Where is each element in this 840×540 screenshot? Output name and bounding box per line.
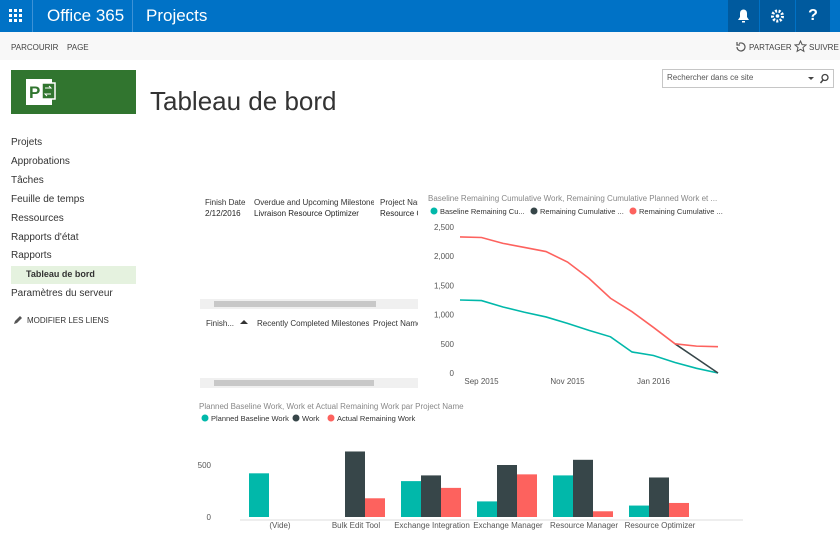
- legend-label: Remaining Cumulative ...: [639, 207, 723, 216]
- edit-links[interactable]: MODIFIER LES LIENS: [27, 316, 109, 325]
- bar: [553, 475, 573, 517]
- nav-selected-bg: [11, 266, 136, 285]
- x-tick-label: Jan 2016: [637, 377, 670, 386]
- x-tick-label: Bulk Edit Tool: [332, 521, 381, 530]
- bar-chart: Planned Baseline Work, Work et Actual Re…: [198, 402, 743, 530]
- follow[interactable]: SUIVRE: [809, 43, 839, 52]
- legend-marker: [327, 414, 335, 422]
- line-chart: Baseline Remaining Cumulative Work, Rema…: [428, 194, 723, 386]
- settings[interactable]: [760, 0, 795, 32]
- nav-item[interactable]: Tâches: [11, 174, 44, 186]
- table-cell: Livraison Resource Optimizer: [254, 209, 359, 218]
- share[interactable]: PARTAGER: [749, 43, 792, 52]
- column-header: Recently Completed Milestones: [257, 319, 369, 328]
- notifications[interactable]: [728, 0, 759, 32]
- line: [674, 343, 719, 374]
- bar: [421, 475, 441, 517]
- column-header: Finish...: [206, 319, 235, 328]
- scrollbar[interactable]: [200, 378, 418, 388]
- ribbon-tab[interactable]: PARCOURIR: [11, 43, 59, 52]
- y-tick-label: 2,000: [434, 252, 455, 261]
- nav-item[interactable]: Feuille de temps: [11, 193, 85, 205]
- x-tick-label: Exchange Integration: [394, 521, 470, 530]
- y-tick-label: 2,500: [434, 223, 455, 232]
- site-name[interactable]: Projects: [146, 6, 208, 25]
- y-tick-label: 0: [450, 369, 455, 378]
- legend-marker: [530, 207, 538, 215]
- share-icon: [736, 42, 746, 52]
- bar: [477, 501, 497, 517]
- ribbon-tab[interactable]: PAGE: [67, 43, 89, 52]
- y-tick-label: 500: [198, 461, 212, 470]
- app-name[interactable]: Office 365: [47, 6, 125, 25]
- legend-label: Baseline Remaining Cu...: [440, 207, 525, 216]
- bar: [669, 502, 689, 517]
- bar: [649, 477, 669, 517]
- legend-label: Work: [302, 414, 320, 423]
- bar: [345, 451, 365, 517]
- nav-item[interactable]: Projets: [11, 137, 43, 148]
- bar: [401, 481, 421, 517]
- column-header: Finish Date: [205, 198, 246, 207]
- bar: [629, 505, 649, 517]
- bar: [593, 511, 613, 517]
- chart-title: Baseline Remaining Cumulative Work, Rema…: [428, 194, 717, 203]
- svg-text:P: P: [29, 83, 40, 102]
- search-icons: [808, 73, 829, 84]
- site-logo[interactable]: P: [11, 70, 136, 114]
- legend-marker: [629, 207, 637, 215]
- nav-item[interactable]: Tableau de bord: [26, 269, 95, 280]
- column-header: Overdue and Upcoming Milestone: [254, 198, 374, 207]
- legend-marker: [292, 414, 300, 422]
- x-tick-label: Exchange Manager: [473, 521, 543, 530]
- legend-label: Remaining Cumulative ...: [540, 207, 624, 216]
- y-tick-label: 0: [207, 513, 212, 522]
- y-tick-label: 500: [441, 340, 455, 349]
- edit-icon: [14, 316, 22, 324]
- y-tick-label: 1,500: [434, 281, 455, 290]
- nav-item[interactable]: Rapports d'état: [11, 231, 79, 243]
- legend-marker: [201, 414, 209, 422]
- legend-label: Planned Baseline Work: [211, 414, 289, 423]
- search-placeholder: Rechercher dans ce site: [667, 73, 754, 82]
- table-cell: 2/12/2016: [205, 209, 241, 218]
- sort-arrow[interactable]: [240, 319, 248, 325]
- chart-title: Planned Baseline Work, Work et Actual Re…: [199, 402, 464, 411]
- column-header: Project Name: [380, 198, 418, 207]
- suite-bar: Office 365 Projects ?: [0, 0, 840, 32]
- line: [459, 299, 719, 374]
- nav-item[interactable]: Approbations: [11, 155, 70, 167]
- column-header: Project Name: [373, 319, 418, 328]
- legend-label: Actual Remaining Work: [337, 414, 415, 423]
- bar: [441, 487, 461, 517]
- line: [459, 236, 719, 348]
- follow-icon: [794, 40, 807, 53]
- nav-item[interactable]: Rapports: [11, 250, 52, 262]
- table-cell: Resource Optimizer: [380, 209, 418, 218]
- legend-marker: [430, 207, 438, 215]
- app-launcher[interactable]: [7, 7, 25, 25]
- x-tick-label: Resource Manager: [550, 521, 618, 530]
- search-box[interactable]: Rechercher dans ce site: [662, 69, 834, 88]
- bar: [249, 473, 269, 517]
- bar: [517, 474, 537, 517]
- x-tick-label: (Vide): [269, 521, 291, 530]
- scrollbar[interactable]: [200, 299, 418, 309]
- x-tick-label: Sep 2015: [464, 377, 499, 386]
- nav-item[interactable]: Paramètres du serveur: [11, 288, 113, 300]
- y-tick-label: 1,000: [434, 311, 455, 320]
- x-tick-label: Resource Optimizer: [625, 521, 696, 530]
- ribbon: [0, 32, 840, 60]
- bar: [497, 465, 517, 517]
- page-title: Tableau de bord: [150, 86, 337, 116]
- help[interactable]: ?: [796, 0, 830, 32]
- x-tick-label: Nov 2015: [550, 377, 585, 386]
- bar: [365, 498, 385, 517]
- nav-item[interactable]: Ressources: [11, 212, 64, 224]
- bar: [573, 459, 593, 517]
